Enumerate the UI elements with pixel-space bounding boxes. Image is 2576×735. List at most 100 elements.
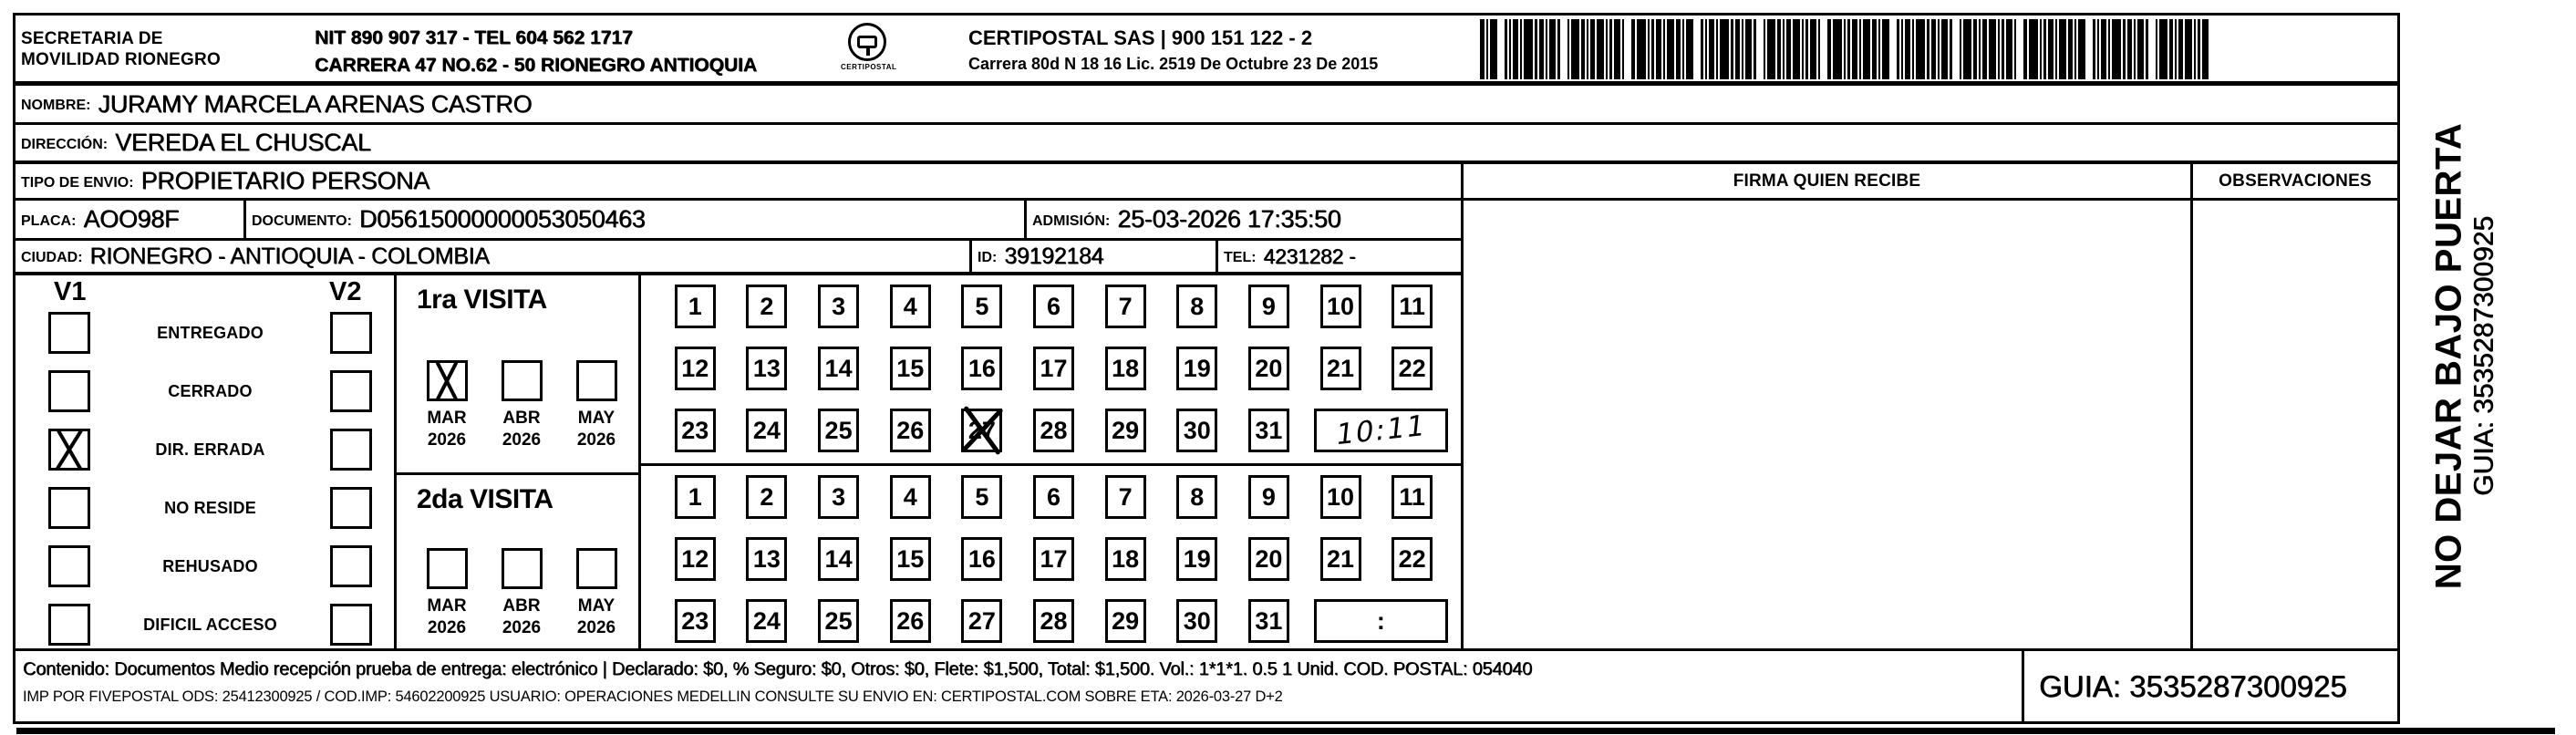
- tipo-envio-row: TIPO DE ENVIO: PROPIETARIO PERSONA: [16, 164, 1461, 201]
- visit1-column-header: V1: [54, 277, 87, 306]
- day-cell: 23: [674, 409, 716, 452]
- day-cell: 5: [961, 285, 1003, 328]
- month-year-label: 2026: [576, 618, 616, 637]
- tel-cell: TEL: 4231282 -: [1216, 241, 1461, 272]
- day-cell: 10: [1319, 475, 1361, 519]
- barcode-bar: [1764, 19, 1765, 79]
- barcode-bar: [1622, 19, 1624, 79]
- status-label: REHUSADO: [162, 556, 258, 575]
- month-label: MAY: [577, 596, 616, 616]
- v2-checkbox: [330, 429, 372, 471]
- month-column: MAR 2026: [415, 548, 479, 638]
- barcode-bar: [1872, 19, 1877, 79]
- side-strip: NO DEJAR BAJO PUERTA GUIA: 3535287300925: [2429, 5, 2499, 708]
- barcode-bar: [1557, 19, 1560, 79]
- admision-label: ADMISIÓN:: [1032, 212, 1111, 229]
- day-cell: 18: [1104, 537, 1146, 581]
- barcode-bar: [2156, 19, 2157, 79]
- barcode-bar: [2048, 19, 2054, 79]
- tracking-barcode: [1480, 19, 2229, 79]
- barcode-bar: [1844, 19, 1846, 79]
- direccion-value: VEREDA EL CHUSCAL: [115, 129, 371, 156]
- month-checkbox: [575, 360, 617, 401]
- day-cell: 8: [1176, 475, 1218, 519]
- month-year-label: 2026: [576, 430, 616, 450]
- day-cell: 2: [746, 475, 788, 519]
- v2-checkbox: [330, 312, 372, 354]
- barcode-bar: [1927, 19, 1929, 79]
- id-value: 39192184: [1004, 243, 1104, 269]
- barcode-bar: [1509, 19, 1511, 79]
- calendar-column: 1 2 3 4 5 6 7 8 9 10 11 12 13 14 15 16 17 18 19 20 21 22 23 24 2…: [641, 275, 1461, 651]
- day-cell: 28: [1032, 599, 1074, 643]
- day-cell: 29: [1104, 599, 1146, 643]
- month-row: MAR 2026 ABR 2026 MAY 2026: [415, 360, 628, 450]
- day-cell: 2: [746, 285, 788, 328]
- barcode-bar: [1941, 19, 1948, 79]
- checks-area: V1 V2 ENTREGADO CERRADO DIR. ERRADA NO RESI…: [16, 275, 1461, 651]
- calendar-grid-1: 1 2 3 4 5 6 7 8 9 10 11 12 13 14 15 16 17 18 19 20 21 22 23 24 2…: [641, 275, 1461, 463]
- day-cell: 13: [746, 537, 788, 581]
- barcode-bar: [1802, 19, 1804, 79]
- barcode-bar: [1989, 19, 1996, 79]
- day-cell: 27: [961, 599, 1003, 643]
- barcode-bar: [1490, 19, 1497, 79]
- barcode-bar: [1587, 19, 1588, 79]
- barcode-bar: [1571, 19, 1579, 79]
- barcode-bar: [2023, 19, 2027, 79]
- day-cell: 26: [889, 599, 931, 643]
- day-cell-crossed: 27: [961, 409, 1003, 452]
- barcode-bar: [2068, 19, 2073, 79]
- id-cell: ID: 39192184: [969, 241, 1216, 272]
- documento-value: D05615000000053050463: [358, 205, 646, 233]
- barcode-bar: [1931, 19, 1936, 79]
- day-cell: 16: [961, 537, 1003, 581]
- day-cell: 15: [889, 347, 931, 390]
- barcode-bar: [1648, 19, 1650, 79]
- day-cell: 5: [961, 475, 1003, 519]
- barcode-bar: [1505, 19, 1507, 79]
- day-cell: 11: [1391, 475, 1433, 519]
- barcode-bar: [2146, 19, 2148, 79]
- day-cell: 24: [746, 409, 788, 452]
- barcode-bar: [2134, 19, 2136, 79]
- barcode-bar: [1912, 19, 1914, 79]
- barcode-bar: [1520, 19, 1522, 79]
- barcode-bar: [1818, 19, 1820, 79]
- status-label: ENTREGADO: [157, 323, 264, 342]
- barcode-bar: [1609, 19, 1612, 79]
- tipo-envio-value: PROPIETARIO PERSONA: [140, 167, 430, 194]
- footer-row: Contenido: Documentos Medio recepción pr…: [16, 651, 2397, 721]
- barcode-bar: [2159, 19, 2167, 79]
- barcode-bar: [1614, 19, 1620, 79]
- barcode-bar: [1597, 19, 1604, 79]
- v2-checkbox: [330, 604, 372, 646]
- barcode-bar: [1786, 19, 1791, 79]
- logo-circle-icon: [848, 23, 886, 61]
- barcode-bar: [1754, 19, 1756, 79]
- barcode-bar: [1486, 19, 1488, 79]
- day-cell: 4: [889, 475, 931, 519]
- placa-value: AOO98F: [83, 205, 180, 233]
- month-column: MAY 2026: [564, 548, 628, 638]
- barcode-bar: [1667, 19, 1674, 79]
- v1-checkbox: [48, 545, 90, 587]
- month-label: MAR: [427, 596, 467, 616]
- barcode-bar: [1938, 19, 1940, 79]
- day-cell: 8: [1176, 285, 1218, 328]
- certipostal-logo-icon: CERTIPOSTAL: [841, 23, 896, 71]
- barcode-bar: [1852, 19, 1857, 79]
- barcode-bar: [1777, 19, 1781, 79]
- barcode-bar: [1513, 19, 1518, 79]
- barcode-bar: [1833, 19, 1842, 79]
- barcode-bar: [1805, 19, 1808, 79]
- day-cell: 7: [1104, 285, 1146, 328]
- status-label: CERRADO: [168, 381, 253, 400]
- month-year-label: 2026: [427, 430, 467, 450]
- barcode-bar: [2123, 19, 2126, 79]
- day-cell: 22: [1391, 347, 1433, 390]
- status-label: NO RESIDE: [164, 498, 256, 517]
- documento-label: DOCUMENTO:: [252, 212, 352, 229]
- barcode-bar: [2112, 19, 2121, 79]
